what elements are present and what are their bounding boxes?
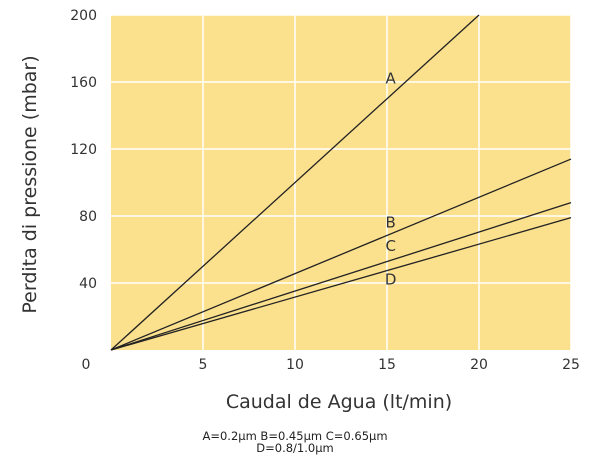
y-tick-200: 200 [70,8,97,24]
series-label-C: C [385,237,395,255]
y-tick-labels: 40 80 120 160 200 [70,8,97,292]
y-tick-120: 120 [70,142,97,158]
y-tick-160: 160 [70,75,97,91]
x-tick-5: 5 [199,357,208,373]
y-tick-40: 40 [79,276,97,292]
series-label-A: A [386,70,397,88]
x-axis-label: Caudal de Agua (lt/min) [226,391,452,413]
series-lines [110,14,572,351]
y-axis-label: Perdita di pressione (mbar) [19,55,41,313]
series-line-D [110,217,572,351]
x-tick-15: 15 [378,357,396,373]
y-tick-80: 80 [79,209,97,225]
series-line-C [110,201,572,351]
x-tick-20: 20 [470,357,488,373]
series-labels: A BCD [385,70,397,289]
x-tick-10: 10 [286,357,304,373]
legend-note-line-1: A=0.2µm B=0.45µm C=0.65µm [202,429,388,443]
series-label-B: B [386,214,396,232]
series-line-B [110,158,572,351]
series-line-A [110,14,480,351]
series-label-D: D [385,271,397,289]
plot-area [111,15,571,350]
x-tick-labels: 0 5 10 15 20 25 [82,357,580,373]
x-tick-0: 0 [82,357,91,373]
x-tick-25: 25 [562,357,580,373]
legend-note-line-2: D=0.8/1.0µm [256,441,334,455]
gridlines [111,14,572,350]
